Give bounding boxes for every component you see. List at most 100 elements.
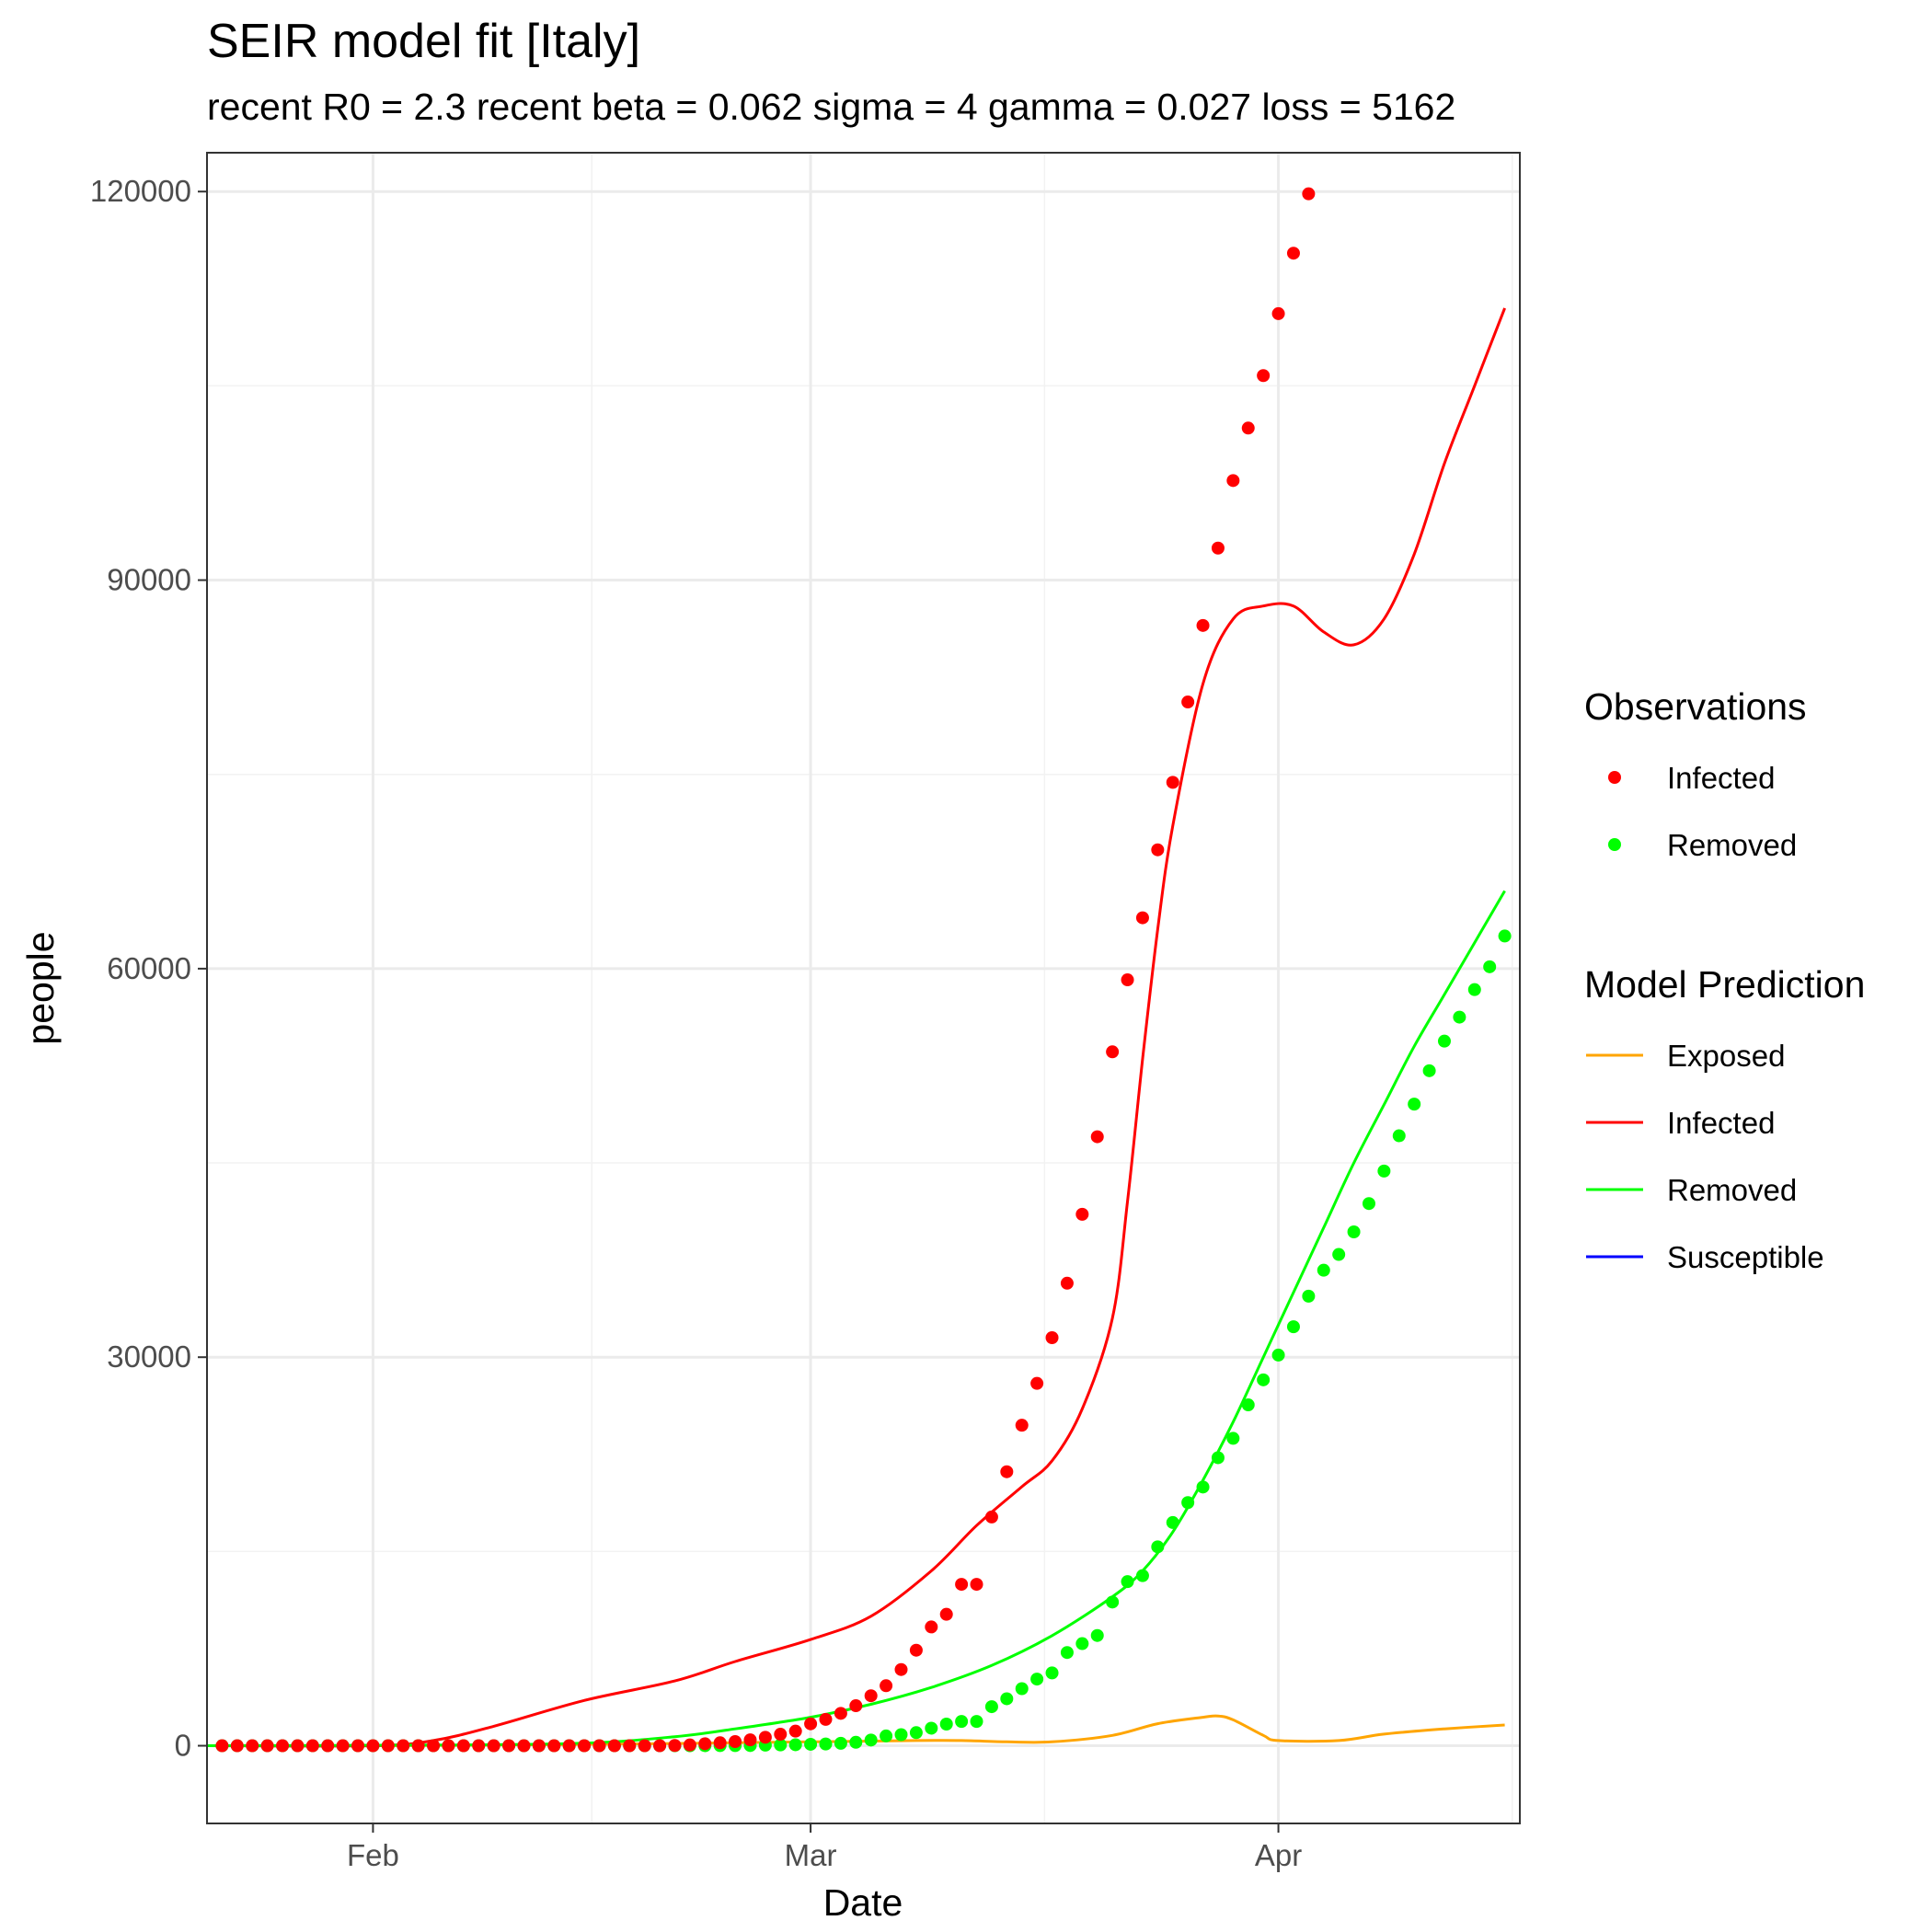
observation-point-infected [1241, 421, 1255, 435]
observation-point-infected [547, 1739, 561, 1753]
observation-point-infected [397, 1739, 410, 1753]
legend-label-model: Exposed [1667, 1039, 1785, 1073]
observation-point-infected [578, 1739, 592, 1753]
y-tick-label: 30000 [107, 1340, 191, 1374]
observation-point-infected [411, 1739, 425, 1753]
observation-point-infected [1271, 306, 1285, 320]
observation-point-removed [1060, 1646, 1074, 1660]
observation-point-removed [1422, 1064, 1436, 1077]
observation-point-infected [713, 1736, 727, 1750]
observation-point-removed [849, 1735, 863, 1749]
legend-model-prediction: Model Prediction Exposed Infected Removed S… [1584, 963, 1865, 1274]
observation-point-removed [788, 1738, 802, 1752]
observation-point-removed [1332, 1248, 1346, 1261]
observation-point-infected [517, 1739, 531, 1753]
observation-point-infected [638, 1739, 651, 1753]
observation-point-infected [1075, 1207, 1089, 1221]
panel-border [206, 152, 1521, 1824]
observation-point-infected [1000, 1465, 1014, 1478]
observation-point-infected [1286, 247, 1300, 260]
observation-point-removed [1392, 1129, 1406, 1143]
observation-point-infected [1030, 1376, 1044, 1390]
observation-point-infected [653, 1739, 667, 1753]
observation-point-removed [1181, 1496, 1195, 1510]
observation-point-infected [215, 1739, 229, 1753]
observation-point-infected [276, 1739, 290, 1753]
observation-point-infected [683, 1738, 696, 1752]
observation-point-removed [1000, 1692, 1014, 1706]
observation-point-infected [487, 1739, 500, 1753]
observation-point-infected [1348, 23, 1361, 36]
legend-label-model: Susceptible [1667, 1240, 1824, 1274]
observation-point-removed [1121, 1575, 1134, 1589]
chart-subtitle: recent R0 = 2.3 recent beta = 0.062 sigm… [207, 86, 1455, 128]
observation-point-infected [955, 1578, 969, 1592]
observation-point-infected [532, 1739, 546, 1753]
y-tick-label: 90000 [107, 563, 191, 597]
observation-point-infected [291, 1739, 305, 1753]
observation-point-removed [1241, 1398, 1255, 1412]
observation-point-removed [1045, 1666, 1059, 1680]
observation-point-infected [788, 1724, 802, 1738]
observation-point-removed [1226, 1432, 1240, 1445]
observation-point-removed [1075, 1637, 1089, 1650]
observation-points [215, 23, 1512, 1753]
observation-point-infected [1121, 973, 1134, 987]
observation-point-infected [970, 1578, 983, 1592]
chart-title: SEIR model fit [Italy] [207, 15, 640, 68]
observation-point-removed [894, 1728, 908, 1742]
observation-point-removed [939, 1718, 953, 1731]
observation-point-removed [1453, 1010, 1466, 1024]
y-tick-label: 60000 [107, 951, 191, 985]
observation-point-infected [336, 1739, 350, 1753]
y-tick-label: 0 [175, 1729, 191, 1763]
observation-point-removed [1408, 1098, 1421, 1111]
observation-point-removed [1030, 1673, 1044, 1686]
observation-point-infected [1226, 474, 1240, 488]
x-axis-title: Date [823, 1881, 903, 1924]
observation-point-infected [804, 1717, 818, 1731]
x-tick-label: Apr [1255, 1838, 1302, 1872]
observation-point-infected [864, 1689, 878, 1703]
observation-point-removed [1347, 1225, 1361, 1239]
x-tick-label: Feb [347, 1838, 399, 1872]
observation-point-infected [849, 1699, 863, 1713]
observation-point-infected [1151, 843, 1165, 857]
observation-point-infected [246, 1739, 259, 1753]
observation-point-removed [1483, 960, 1497, 973]
observation-point-removed [864, 1733, 878, 1747]
grid-minor [207, 153, 1520, 1823]
observation-point-removed [909, 1726, 923, 1740]
observation-point-removed [804, 1737, 818, 1751]
observation-point-infected [939, 1607, 953, 1621]
legend-label-model: Infected [1667, 1106, 1775, 1140]
observation-point-removed [1467, 983, 1481, 996]
observation-point-infected [1181, 696, 1195, 709]
observation-point-removed [1498, 929, 1512, 943]
observation-point-infected [909, 1643, 923, 1657]
observation-point-infected [562, 1739, 576, 1753]
observation-point-infected [1257, 369, 1271, 383]
observation-point-removed [774, 1738, 788, 1752]
observation-point-infected [472, 1739, 486, 1753]
observation-point-infected [442, 1739, 455, 1753]
observation-point-infected [592, 1739, 606, 1753]
observation-point-infected [381, 1739, 395, 1753]
observation-point-removed [1196, 1480, 1210, 1494]
legend-label-model: Removed [1667, 1173, 1797, 1207]
observation-point-removed [1015, 1682, 1029, 1696]
legend-observations: Observations Infected Removed [1584, 685, 1807, 862]
x-axis: Feb Mar Apr [347, 1823, 1302, 1872]
observation-point-removed [1257, 1373, 1271, 1386]
observation-point-infected [1060, 1276, 1074, 1290]
observation-point-infected [1045, 1331, 1059, 1345]
observation-point-removed [984, 1700, 998, 1714]
legend-model-prediction-title: Model Prediction [1584, 963, 1865, 1006]
legend-observations-title: Observations [1584, 685, 1807, 728]
observation-point-infected [607, 1739, 621, 1753]
observation-point-infected [925, 1620, 938, 1634]
x-tick-label: Mar [785, 1838, 837, 1872]
legend-label-observation: Infected [1667, 761, 1775, 795]
observation-point-infected [729, 1735, 742, 1749]
